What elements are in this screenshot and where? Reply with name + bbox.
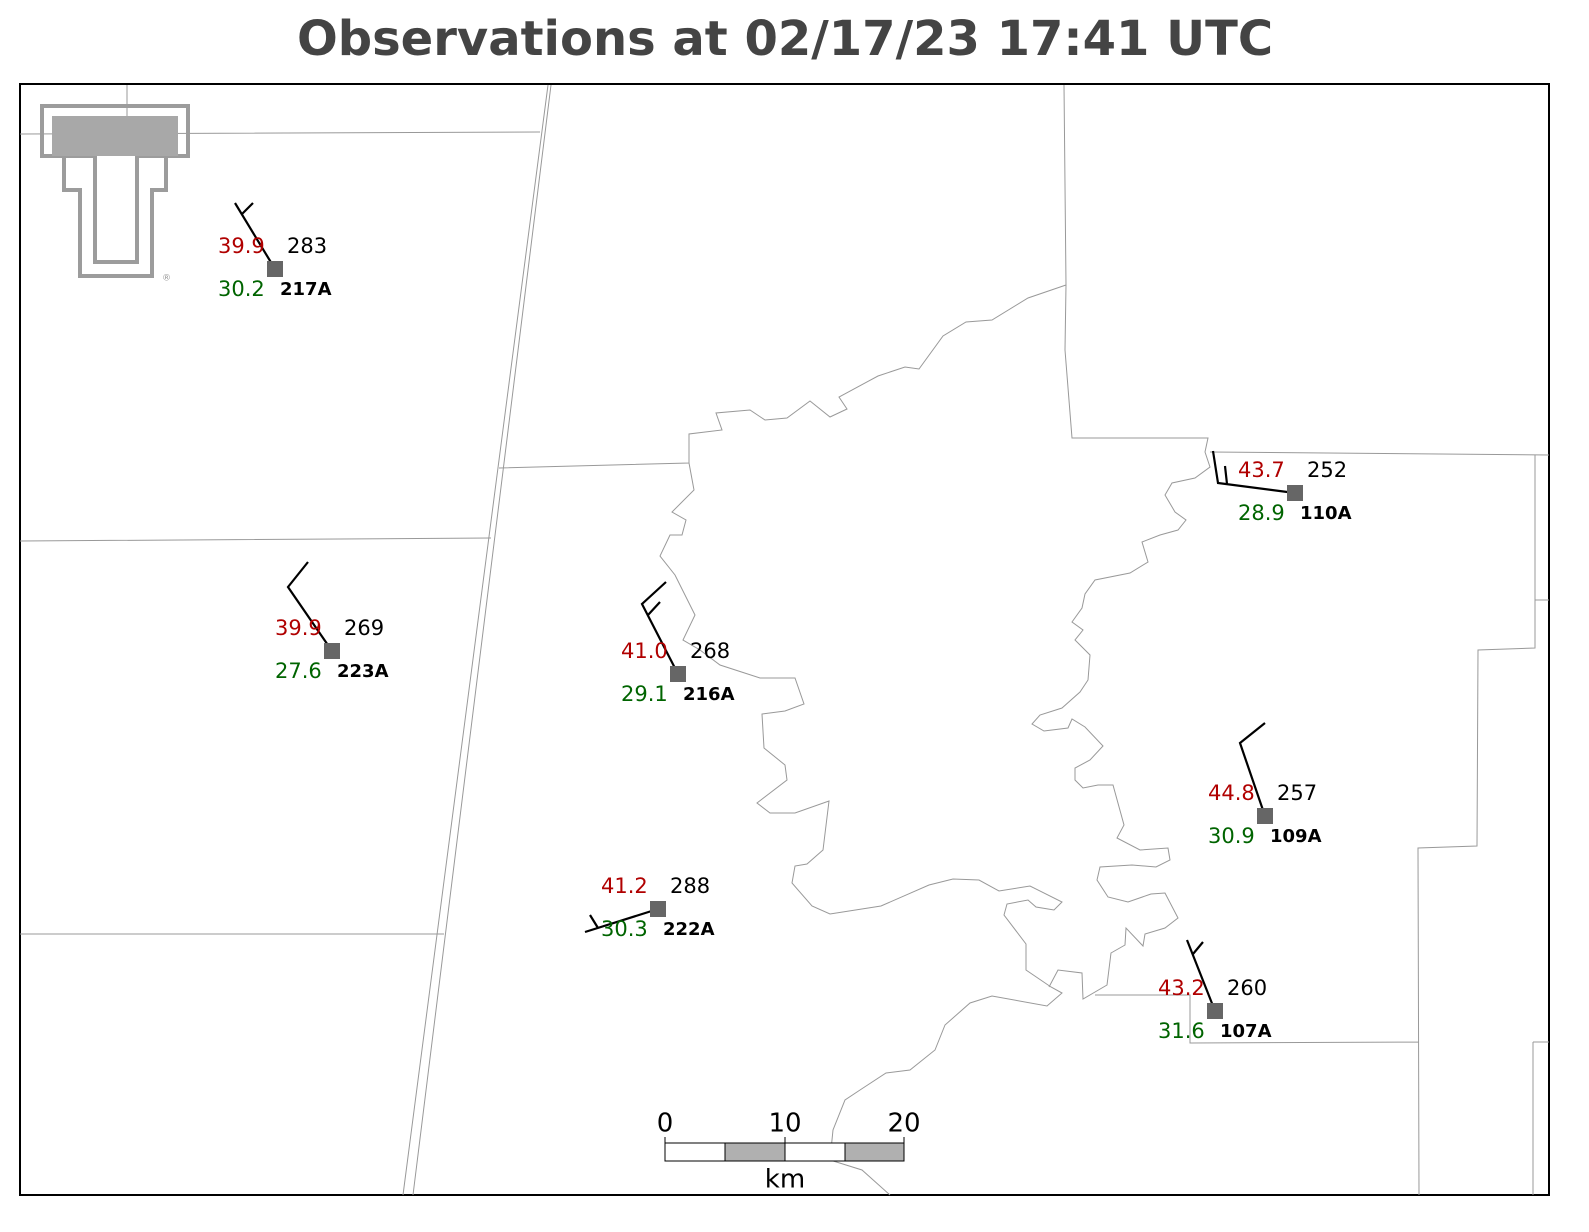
station-id: 222A [663,919,715,940]
station-id: 107A [1220,1021,1272,1042]
dewpoint: 28.9 [1238,501,1285,525]
temperature: 43.7 [1238,458,1285,482]
boundaries [19,84,1550,1196]
station-id: 110A [1300,503,1352,524]
scale-tick: 0 [657,1109,674,1139]
scale-tick: 20 [887,1109,920,1139]
temperature: 39.9 [218,234,265,258]
dewpoint: 30.3 [601,917,648,941]
station-marker [1257,808,1273,824]
temperature: 43.2 [1158,976,1205,1000]
dewpoint: 30.2 [218,277,265,301]
station-value: 252 [1307,458,1347,482]
dewpoint: 30.9 [1208,824,1255,848]
station-id: 217A [280,279,332,300]
station-id: 223A [337,661,389,682]
title: Observations at 02/17/23 17:41 UTC [297,11,1273,67]
station-marker [324,643,340,659]
stations: 39.9 283 30.2 217A 39.9 269 27.6 223A 41.0 268 29.… [218,234,1352,1043]
station-value: 257 [1277,781,1317,805]
wind-barbs [234,202,1296,1012]
scale-bar: 0 10 20 km [657,1109,921,1195]
scale-unit: km [765,1165,805,1195]
logo: ® [40,104,190,284]
svg-text:®: ® [162,274,171,284]
temperature: 44.8 [1208,781,1255,805]
station-value: 288 [670,874,710,898]
scale-tick: 10 [768,1109,801,1139]
station-value: 269 [344,616,384,640]
temperature: 41.2 [601,874,648,898]
station-value: 283 [287,234,327,258]
station-id: 216A [683,684,735,705]
station-marker [267,261,283,277]
station-marker [670,666,686,682]
dewpoint: 31.6 [1158,1019,1205,1043]
dewpoint: 29.1 [621,682,668,706]
station-value: 268 [690,639,730,663]
temperature: 39.9 [275,616,322,640]
station-id: 109A [1270,826,1322,847]
station-marker [650,901,666,917]
temperature: 41.0 [621,639,668,663]
dewpoint: 27.6 [275,659,322,683]
station-marker [1287,485,1303,501]
station-value: 260 [1227,976,1267,1000]
station-marker [1207,1003,1223,1019]
